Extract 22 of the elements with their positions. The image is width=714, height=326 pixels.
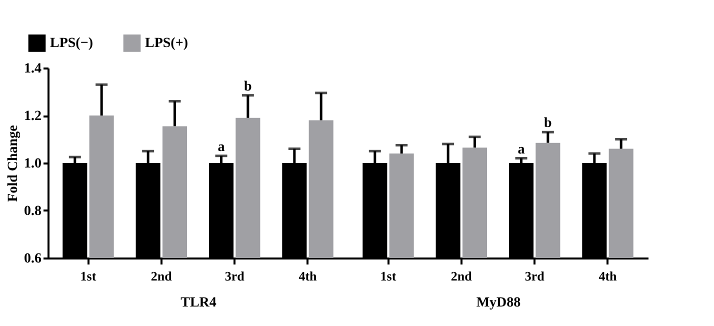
y-tick-label: 0.6 [24, 252, 42, 266]
x-tick-label: 4th [298, 268, 318, 284]
annotation: a [218, 140, 225, 155]
y-axis-title: Fold Change [6, 125, 21, 202]
x-tick-label: 1st [80, 268, 97, 284]
x-tick-label: 1st [380, 268, 397, 284]
y-tick-label: 1.2 [24, 109, 42, 124]
y-tick-label: 1.0 [24, 156, 42, 172]
x-tick-label: 4th [598, 268, 618, 284]
legend-label: LPS(−) [50, 36, 94, 52]
y-tick-label: 0.8 [24, 204, 42, 219]
x-tick-label: 3rd [524, 268, 546, 284]
x-axis-title: MyD88 [476, 296, 521, 310]
annotation: a [518, 142, 525, 158]
legend-label: LPS(+) [145, 36, 188, 52]
x-tick-label: 2nd [450, 268, 473, 284]
x-axis-title: TLR4 [180, 296, 216, 310]
annotation: b [244, 79, 252, 94]
annotation: b [544, 116, 552, 132]
y-tick-label: 1.4 [24, 62, 42, 76]
x-tick-label: 2nd [150, 268, 173, 284]
x-tick-label: 3rd [224, 268, 246, 284]
